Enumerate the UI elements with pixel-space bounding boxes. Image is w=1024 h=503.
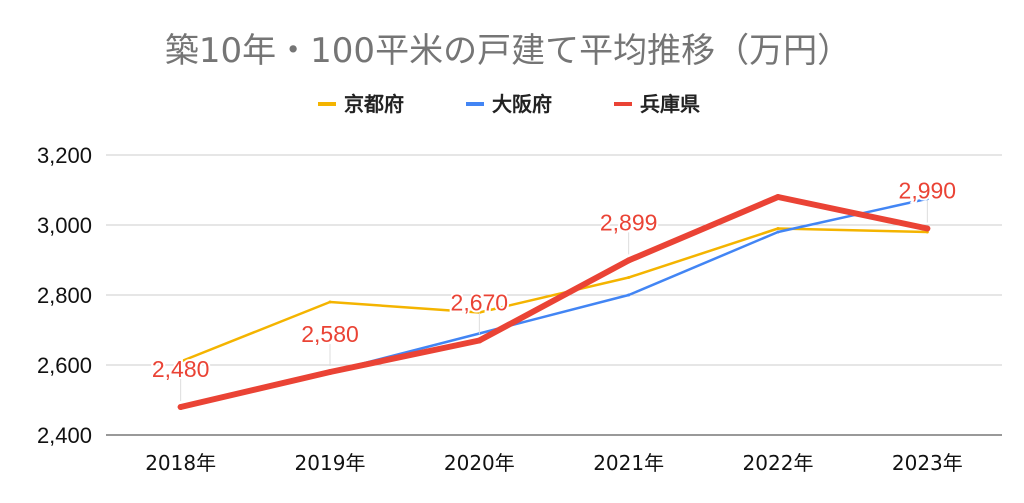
legend-label: 大阪府 [492,92,552,116]
data-label: 2,670 [451,290,509,316]
data-point [776,227,780,230]
x-tick-label: 2023年 [892,451,963,475]
legend-label: 京都府 [344,92,404,116]
data-point [328,300,332,304]
y-tick-label: 3,200 [37,143,92,168]
y-axis-ticks: 2,400 2,600 2,800 3,000 3,200 [37,143,92,448]
series-lines [177,194,931,410]
data-point [476,337,483,344]
data-point [327,369,333,375]
y-tick-label: 3,000 [37,213,92,238]
legend-label: 兵庫県 [640,92,700,116]
x-tick-label: 2021年 [593,451,664,475]
chart-title: 築10年・100平米の戸建て平均推移（万円） [165,31,851,71]
data-label: 2,990 [899,178,957,204]
y-tick-label: 2,800 [37,283,92,308]
data-point [177,404,184,410]
legend: 京都府 大阪府 兵庫県 [318,92,700,116]
data-point [776,230,780,234]
data-point [179,360,183,363]
series-line-3 [177,194,931,410]
data-point [775,194,781,200]
x-tick-label: 2020年 [444,451,515,475]
data-point [924,225,931,232]
x-tick-label: 2022年 [743,451,814,475]
x-tick-label: 2018年 [145,451,216,475]
data-point [625,257,632,264]
y-tick-label: 2,400 [37,423,92,448]
data-label: 2,580 [301,321,359,347]
x-tick-label: 2019年 [295,451,366,475]
data-point [925,197,929,201]
data-label: 2,480 [152,356,210,382]
y-tick-label: 2,600 [37,353,92,378]
data-label: 2,899 [600,209,658,235]
x-axis-ticks: 2018年 2019年 2020年 2021年 2022年 2023年 [145,451,963,475]
data-labels: 2,480 2,580 2,670 2,899 2,990 [150,176,958,401]
data-point [627,293,631,297]
data-point [627,276,631,279]
series-line-1 [179,227,929,363]
